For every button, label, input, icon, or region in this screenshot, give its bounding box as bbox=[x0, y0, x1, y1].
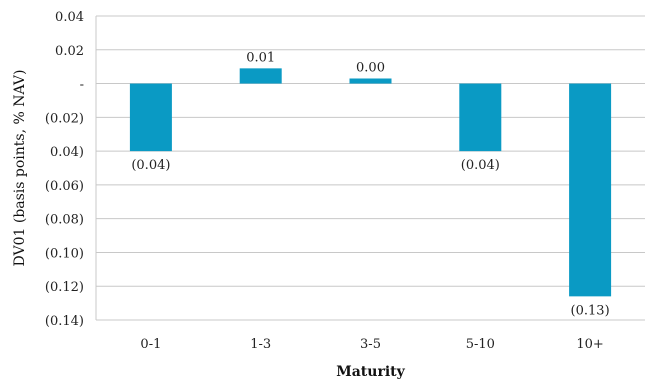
bar bbox=[569, 83, 612, 297]
x-tick-label: 1-3 bbox=[250, 337, 271, 352]
bar bbox=[459, 83, 502, 152]
y-tick-label: (0.10) bbox=[45, 246, 84, 261]
y-tick-label: 0.04 bbox=[55, 10, 84, 25]
data-label: (0.04) bbox=[131, 158, 170, 173]
y-tick-label: (0.02) bbox=[45, 111, 84, 126]
y-axis-label: DV01 (basis points, % NAV) bbox=[12, 69, 28, 266]
gridlines bbox=[95, 15, 645, 321]
x-tick-label: 10+ bbox=[576, 337, 603, 352]
x-axis-ticks: 0-1 1-3 3-5 5-10 10+ bbox=[140, 337, 603, 352]
bar bbox=[349, 78, 392, 84]
x-tick-label: 0-1 bbox=[140, 337, 161, 352]
y-axis-ticks: 0.04 0.02 - (0.02) 0.04) (0.06) (0.08) (0.10) (0… bbox=[45, 10, 84, 329]
data-labels: (0.04) 0.01 0.00 (0.04) (0.13) bbox=[131, 50, 609, 318]
y-tick-label: (0.12) bbox=[45, 280, 84, 295]
bar bbox=[239, 68, 282, 84]
y-tick-label: (0.06) bbox=[45, 179, 84, 194]
y-tick-label: 0.04) bbox=[50, 145, 84, 160]
data-label: (0.04) bbox=[461, 158, 500, 173]
data-label: (0.13) bbox=[571, 303, 610, 318]
x-tick-label: 3-5 bbox=[360, 337, 381, 352]
x-tick-label: 5-10 bbox=[466, 337, 495, 352]
y-tick-label: (0.08) bbox=[45, 213, 84, 228]
y-tick-label: 0.02 bbox=[55, 44, 84, 59]
data-label: 0.00 bbox=[356, 60, 385, 75]
bar bbox=[129, 83, 172, 152]
y-tick-label: (0.14) bbox=[45, 314, 84, 329]
x-axis-label: Maturity bbox=[336, 364, 405, 380]
bars bbox=[129, 68, 612, 297]
y-tick-label: - bbox=[80, 78, 84, 93]
data-label: 0.01 bbox=[246, 50, 275, 65]
